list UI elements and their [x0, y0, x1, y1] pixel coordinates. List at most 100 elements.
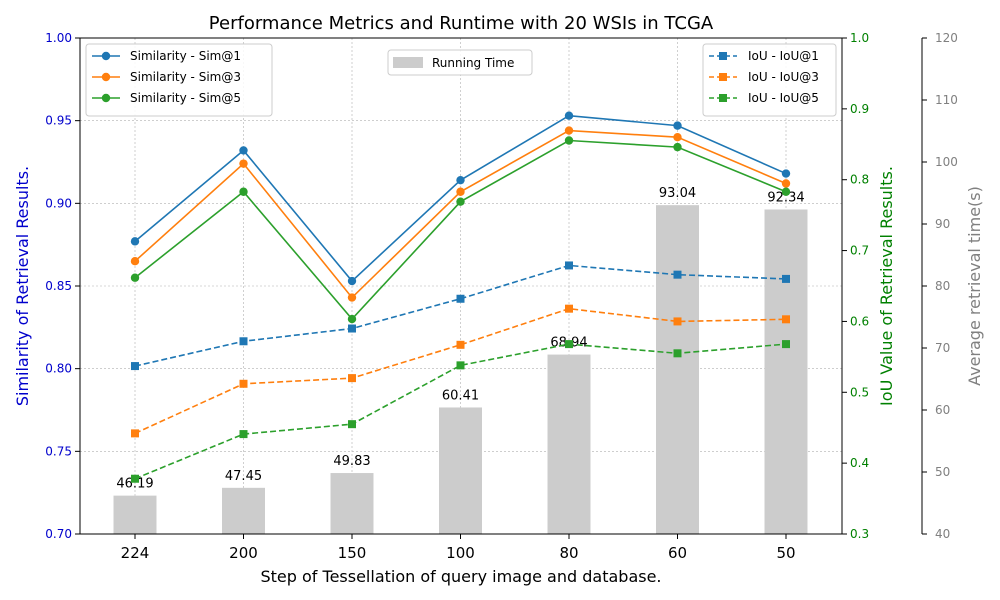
legend-iou-label: IoU - IoU@3 [748, 70, 819, 84]
iou-point [348, 374, 356, 383]
y-right-time-tick-label: 70 [935, 341, 950, 355]
bar-running-time [330, 473, 374, 534]
legend-similarity-label: Similarity - Sim@5 [130, 91, 241, 105]
iou-point [131, 429, 139, 438]
y-right-iou-tick-label: 0.9 [850, 102, 869, 116]
y-left-tick-label: 1.00 [45, 31, 72, 45]
legend-iou-label: IoU - IoU@5 [748, 91, 819, 105]
y-axis-right-time-label: Average retrieval time(s) [965, 186, 984, 386]
y-axis-right-iou-label: IoU Value of Retrieval Results. [877, 166, 896, 406]
bar-value-label: 93.04 [659, 186, 696, 201]
iou-point [239, 337, 248, 346]
bars [113, 205, 808, 535]
similarity-point [673, 142, 682, 152]
iou-point [782, 315, 790, 324]
y-right-time-tick-label: 60 [935, 403, 950, 417]
iou-point [782, 340, 790, 349]
similarity-point [564, 126, 574, 135]
y-right-time-tick-label: 120 [935, 31, 958, 45]
legend-similarity-label: Similarity - Sim@3 [130, 70, 241, 84]
iou-point [565, 304, 573, 313]
bar-value-label: 49.83 [333, 454, 370, 469]
bar-value-label: 92.34 [767, 190, 804, 205]
bar-running-time [113, 495, 157, 534]
similarity-point [239, 187, 248, 196]
similarity-point [347, 276, 357, 286]
x-tick-label: 80 [559, 544, 578, 562]
legend-iou-marker [719, 52, 727, 60]
iou-point [456, 340, 465, 349]
similarity-point [673, 133, 682, 142]
x-tick-label: 60 [668, 544, 687, 562]
iou-point [565, 261, 573, 270]
similarity-point [781, 187, 791, 196]
bar-running-time [764, 209, 808, 534]
legend-similarity-box [85, 43, 273, 117]
similarity-point [781, 179, 791, 188]
y-left-tick-label: 0.80 [45, 362, 72, 376]
bar-running-time [547, 354, 591, 534]
legend-running-time-label: Running Time [432, 56, 514, 70]
similarity-point [347, 314, 357, 324]
iou-point [673, 349, 682, 358]
y-right-iou-tick-label: 0.4 [850, 456, 869, 470]
legend-similarity-label: Similarity - Sim@1 [130, 49, 241, 63]
similarity-point [456, 187, 465, 196]
similarity-point [130, 257, 140, 266]
iou-point [239, 430, 248, 439]
y-right-time-tick-label: 90 [935, 217, 950, 231]
y-right-time-tick-label: 110 [935, 93, 958, 107]
y-right-iou-tick-label: 0.3 [850, 527, 869, 541]
iou-point [348, 324, 356, 333]
y-right-iou-tick-label: 0.6 [850, 314, 869, 328]
legend-similarity-marker [101, 51, 111, 61]
legend-iou-marker [719, 94, 727, 102]
x-tick-label: 50 [776, 544, 795, 562]
legend-iou-marker [719, 73, 727, 81]
iou-point [131, 362, 139, 371]
iou-point [565, 340, 573, 349]
iou-point [673, 317, 682, 326]
bar-running-time [439, 407, 482, 534]
iou-point [456, 361, 465, 370]
similarity-point [456, 175, 465, 185]
legend-iou-label: IoU - IoU@1 [748, 49, 819, 63]
similarity-point [130, 273, 140, 282]
y-left-tick-label: 0.85 [45, 279, 72, 293]
bar-value-label: 60.41 [442, 388, 479, 403]
y-axis-left-label: Similarity of Retrieval Results. [13, 166, 32, 406]
similarity-point [239, 146, 248, 155]
iou-point [131, 474, 139, 483]
x-tick-label: 200 [229, 544, 258, 562]
similarity-point [781, 169, 791, 178]
y-right-time-tick-label: 100 [935, 155, 958, 169]
y-left-tick-label: 0.90 [45, 196, 72, 210]
bar-running-time [656, 205, 699, 535]
bar-value-label: 46.19 [116, 477, 153, 492]
bar-value-label: 47.45 [225, 469, 262, 484]
axes: 224 200 150 100 80 60 50 0.70 0.75 0.80 0.85 0.90 0.… [45, 31, 958, 562]
legends: Similarity - Sim@1 Similarity - Sim@3 Simi… [85, 43, 837, 117]
similarity-point [456, 197, 465, 206]
x-tick-label: 150 [338, 544, 367, 562]
iou-point [348, 420, 356, 429]
y-right-iou-tick-label: 0.8 [850, 173, 869, 187]
legend-similarity-marker [101, 72, 111, 82]
y-right-iou-tick-label: 1.0 [850, 31, 869, 45]
chart-title: Performance Metrics and Runtime with 20 … [209, 13, 714, 34]
similarity-point [673, 121, 682, 130]
y-left-tick-label: 0.95 [45, 114, 72, 128]
similarity-point [130, 237, 140, 246]
y-left-tick-label: 0.70 [45, 527, 72, 541]
y-right-iou-tick-label: 0.7 [850, 244, 869, 258]
y-right-time-tick-label: 50 [935, 465, 950, 479]
similarity-point [347, 293, 357, 302]
y-right-iou-tick-label: 0.5 [850, 385, 869, 399]
x-tick-label: 100 [446, 544, 475, 562]
x-axis-label: Step of Tessellation of query image and … [260, 567, 661, 586]
iou-point [673, 270, 682, 279]
bar-running-time [222, 487, 265, 534]
similarity-point [564, 136, 574, 145]
